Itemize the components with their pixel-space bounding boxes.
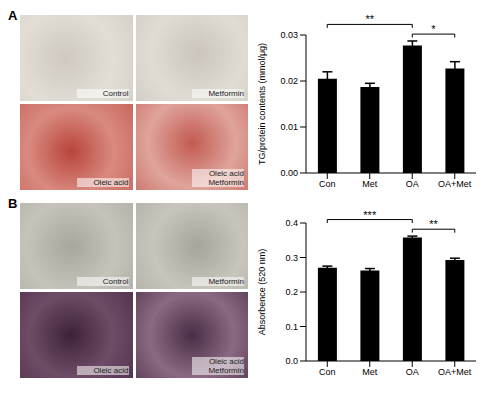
svg-text:0.02: 0.02: [280, 76, 298, 86]
svg-text:0.3: 0.3: [285, 253, 298, 263]
svg-text:Con: Con: [319, 367, 336, 377]
html-text:Control: Control: [102, 276, 129, 286]
svg-text:OA+Met: OA+Met: [438, 179, 472, 189]
svg-text:OA: OA: [406, 179, 419, 189]
html-text:TG/protein contents (mmol/μg): TG/protein contents (mmol/μg): [257, 42, 267, 166]
svg-text:0.03: 0.03: [280, 30, 298, 40]
svg-text:0.4: 0.4: [285, 218, 298, 228]
html-text:A: A: [8, 8, 18, 23]
svg-text:OA: OA: [406, 367, 419, 377]
svg-text:0.1: 0.1: [285, 322, 298, 332]
html-text:Oleic acid Metformin: Oleic acid Metformin: [208, 356, 244, 375]
html-text:Absorbence (520 nm): Absorbence (520 nm): [257, 248, 267, 336]
html-text:Metformin: Metformin: [208, 276, 244, 286]
svg-text:0.01: 0.01: [280, 122, 298, 132]
svg-text:Con: Con: [319, 179, 336, 189]
html-text:Control: Control: [102, 88, 129, 98]
html-text:Oleic acid Metformin: Oleic acid Metformin: [208, 168, 244, 187]
svg-text:Met: Met: [362, 179, 378, 189]
html-text:Oleic acid: Oleic acid: [93, 365, 129, 375]
svg-text:*: *: [431, 23, 436, 35]
svg-text:**: **: [429, 218, 438, 230]
svg-text:0.2: 0.2: [285, 287, 298, 297]
html-text:B: B: [8, 196, 18, 211]
svg-text:**: **: [365, 13, 374, 25]
html-text:Oleic acid: Oleic acid: [93, 177, 129, 187]
svg-text:Met: Met: [362, 367, 378, 377]
html-text:Metformin: Metformin: [208, 88, 244, 98]
svg-text:0.00: 0.00: [280, 168, 298, 178]
svg-text:***: ***: [363, 209, 377, 221]
svg-text:OA+Met: OA+Met: [438, 367, 472, 377]
svg-text:0.0: 0.0: [285, 356, 298, 366]
